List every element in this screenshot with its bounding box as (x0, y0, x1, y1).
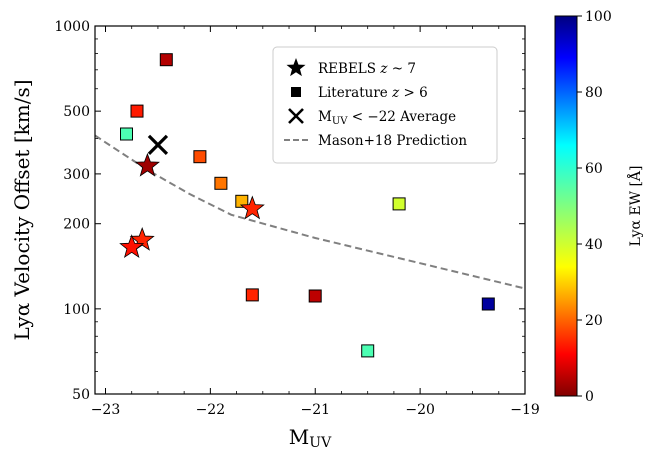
legend-label-italic: z (391, 85, 400, 101)
muv-average-stroke (147, 134, 169, 155)
literature-point (481, 297, 495, 311)
colorbar-ticks: 0 20 40 60 80 100 (577, 9, 612, 405)
x-tick-label: −21 (300, 402, 330, 418)
rebels-point (239, 195, 265, 220)
legend-label-italic: z (379, 61, 388, 77)
muv-average-point (147, 134, 169, 155)
rebels-point (134, 152, 160, 177)
legend-label-text: REBELS (318, 61, 380, 77)
y-tick-label: 500 (63, 104, 90, 120)
axis-ticks: −23 −22 −21 −20 −19 50 100 200 300 500 1000 (54, 19, 539, 418)
x-tick-label: −20 (405, 402, 435, 418)
points-layer (119, 53, 495, 358)
literature-point (120, 127, 133, 141)
mason-prediction-layer (94, 134, 526, 290)
y-tick-label: 300 (63, 167, 90, 183)
legend-label: Literature z > 6 (318, 85, 428, 101)
x-axis-label-main: M (289, 425, 309, 449)
x-tick-label: −23 (91, 402, 121, 418)
colorbar: 0 20 40 60 80 100 Lyα EW [Å] (554, 9, 644, 405)
x-tick-label: −19 (510, 402, 540, 418)
colorbar-tick-label: 60 (585, 161, 603, 177)
y-tick-label: 1000 (54, 19, 90, 35)
literature-point (361, 344, 375, 358)
legend-label-text: Literature (318, 85, 392, 101)
legend-label-suffix: > 6 (399, 85, 427, 101)
literature-point (159, 53, 173, 67)
y-tick-label: 50 (72, 387, 90, 403)
legend: REBELS z ~ 7 Literature z > 6 MUV < −22 Av… (272, 46, 498, 164)
rebels-point (119, 234, 145, 258)
literature-point (245, 288, 259, 302)
legend-entry: Mason+18 Prediction (284, 133, 467, 149)
colorbar-tick-label: 20 (585, 313, 603, 329)
plot-frame (94, 25, 526, 395)
colorbar-tick-label: 100 (585, 9, 612, 25)
legend-star-marker (286, 58, 306, 77)
x-tick-label: −22 (196, 402, 226, 418)
legend-x-marker (288, 108, 304, 124)
legend-box (272, 46, 498, 164)
y-tick-label: 200 (63, 217, 90, 233)
legend-entry: REBELS z ~ 7 (286, 58, 416, 77)
colorbar-tick-label: 0 (585, 389, 594, 405)
x-axis-label-sub: UV (309, 435, 332, 451)
y-tick-label: 100 (63, 302, 90, 318)
colorbar-label: Lyα EW [Å] (626, 166, 644, 247)
legend-entries: REBELS z ~ 7 Literature z > 6 MUV < −22 Av… (284, 58, 467, 149)
legend-entry: MUV < −22 Average (288, 108, 456, 127)
literature-point (130, 104, 144, 118)
colorbar-tick-label: 40 (585, 237, 603, 253)
y-axis-label: Lyα Velocity Offset [km/s] (10, 79, 34, 340)
x-axis-label: MUV (289, 425, 332, 451)
legend-label-text: M (318, 109, 332, 125)
legend-label-suffix: ~ 7 (387, 61, 415, 77)
colorbar-tick-label: 80 (585, 85, 603, 101)
legend-label-text: Mason+18 Prediction (318, 133, 467, 149)
literature-point (193, 150, 207, 164)
literature-point (308, 289, 322, 303)
colorbar-gradient (554, 15, 578, 397)
legend-label: REBELS z ~ 7 (318, 61, 416, 77)
legend-label: MUV < −22 Average (318, 109, 456, 127)
legend-entry: Literature z > 6 (291, 85, 428, 101)
legend-label-sub: UV (332, 116, 348, 127)
legend-label-suffix: < −22 Average (347, 109, 456, 125)
literature-point (392, 197, 406, 211)
literature-point (214, 176, 228, 190)
rebels-point (129, 226, 155, 251)
mason-prediction-line (94, 134, 526, 290)
legend-square-marker (291, 87, 301, 97)
legend-label: Mason+18 Prediction (318, 133, 467, 149)
literature-point (235, 194, 249, 208)
